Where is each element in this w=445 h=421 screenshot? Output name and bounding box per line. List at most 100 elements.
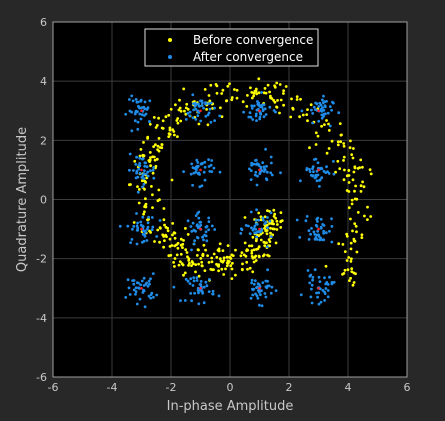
after-point xyxy=(311,276,315,279)
before-point xyxy=(159,226,162,230)
after-point xyxy=(318,185,321,188)
before-point xyxy=(157,137,161,140)
after-point xyxy=(258,172,262,176)
before-point xyxy=(295,98,299,101)
after-point xyxy=(266,226,269,230)
after-point xyxy=(256,174,259,178)
before-point xyxy=(241,262,244,266)
before-point xyxy=(272,215,276,218)
before-point xyxy=(156,144,160,148)
after-point xyxy=(326,111,330,115)
after-point xyxy=(310,227,313,230)
after-point xyxy=(244,224,248,227)
before-point xyxy=(176,135,179,139)
after-point xyxy=(299,293,303,297)
before-point xyxy=(137,201,141,205)
before-point xyxy=(350,202,354,206)
before-point xyxy=(152,145,156,149)
before-point xyxy=(212,268,215,271)
after-point xyxy=(139,283,143,287)
before-point xyxy=(195,254,199,257)
after-point xyxy=(155,235,159,238)
after-point xyxy=(260,229,263,233)
before-point xyxy=(343,268,347,272)
x-tick-label: 6 xyxy=(404,381,411,394)
after-point xyxy=(137,167,141,171)
after-point xyxy=(188,282,192,285)
before-point xyxy=(139,148,143,151)
after-point xyxy=(318,101,322,105)
after-point xyxy=(131,99,135,103)
before-point xyxy=(284,85,288,88)
after-point xyxy=(316,220,319,223)
before-point xyxy=(349,217,352,221)
before-point xyxy=(359,190,363,193)
after-point xyxy=(189,225,193,228)
legend: Before convergence After convergence xyxy=(144,28,319,67)
before-point xyxy=(348,146,352,150)
after-point xyxy=(319,103,323,107)
ideal-point xyxy=(140,168,143,172)
before-point xyxy=(254,239,258,243)
after-point xyxy=(146,174,150,178)
after-point xyxy=(313,158,316,161)
legend-marker-before xyxy=(168,38,172,42)
after-point xyxy=(322,94,325,98)
after-point xyxy=(124,296,128,299)
after-point xyxy=(310,108,313,112)
after-point xyxy=(148,99,152,103)
after-point xyxy=(312,230,316,234)
before-point xyxy=(173,231,177,235)
after-point xyxy=(190,248,193,252)
before-point xyxy=(345,232,349,236)
after-point xyxy=(211,289,215,293)
before-point xyxy=(197,262,201,266)
after-point xyxy=(330,240,334,244)
before-point xyxy=(336,159,340,163)
x-tick-label: -6 xyxy=(48,381,59,394)
after-point xyxy=(138,162,142,165)
y-tick-label: 2 xyxy=(40,134,47,147)
after-point xyxy=(191,116,195,120)
before-point xyxy=(167,135,171,139)
after-point xyxy=(210,224,214,228)
after-point xyxy=(186,112,190,115)
after-point xyxy=(151,168,155,172)
before-point xyxy=(342,178,346,182)
before-point xyxy=(259,218,263,222)
before-point xyxy=(157,116,161,120)
before-point xyxy=(272,208,276,212)
before-point xyxy=(148,151,152,154)
before-point xyxy=(225,264,229,268)
after-point xyxy=(189,292,193,295)
after-point xyxy=(256,230,259,234)
after-point xyxy=(265,164,268,168)
after-point xyxy=(213,119,217,122)
before-point xyxy=(361,165,364,169)
legend-label-before: Before convergence xyxy=(193,33,313,47)
after-point xyxy=(134,109,138,113)
before-point xyxy=(352,281,356,284)
after-point xyxy=(261,216,265,220)
before-point xyxy=(167,113,171,117)
after-point xyxy=(260,289,263,293)
after-point xyxy=(128,152,132,156)
after-point xyxy=(259,293,262,297)
after-point xyxy=(118,224,122,228)
after-point xyxy=(259,112,263,116)
before-point xyxy=(266,209,269,213)
after-point xyxy=(315,179,319,183)
before-point xyxy=(212,252,216,256)
before-point xyxy=(349,276,352,280)
after-point xyxy=(263,167,266,171)
after-point xyxy=(135,281,139,284)
after-point xyxy=(328,105,332,108)
before-point xyxy=(172,130,176,133)
before-point xyxy=(127,183,131,187)
after-point xyxy=(207,228,211,232)
before-point xyxy=(257,91,261,95)
after-point xyxy=(126,278,130,282)
after-point xyxy=(254,170,258,174)
before-point xyxy=(154,143,157,147)
before-point xyxy=(177,263,181,267)
